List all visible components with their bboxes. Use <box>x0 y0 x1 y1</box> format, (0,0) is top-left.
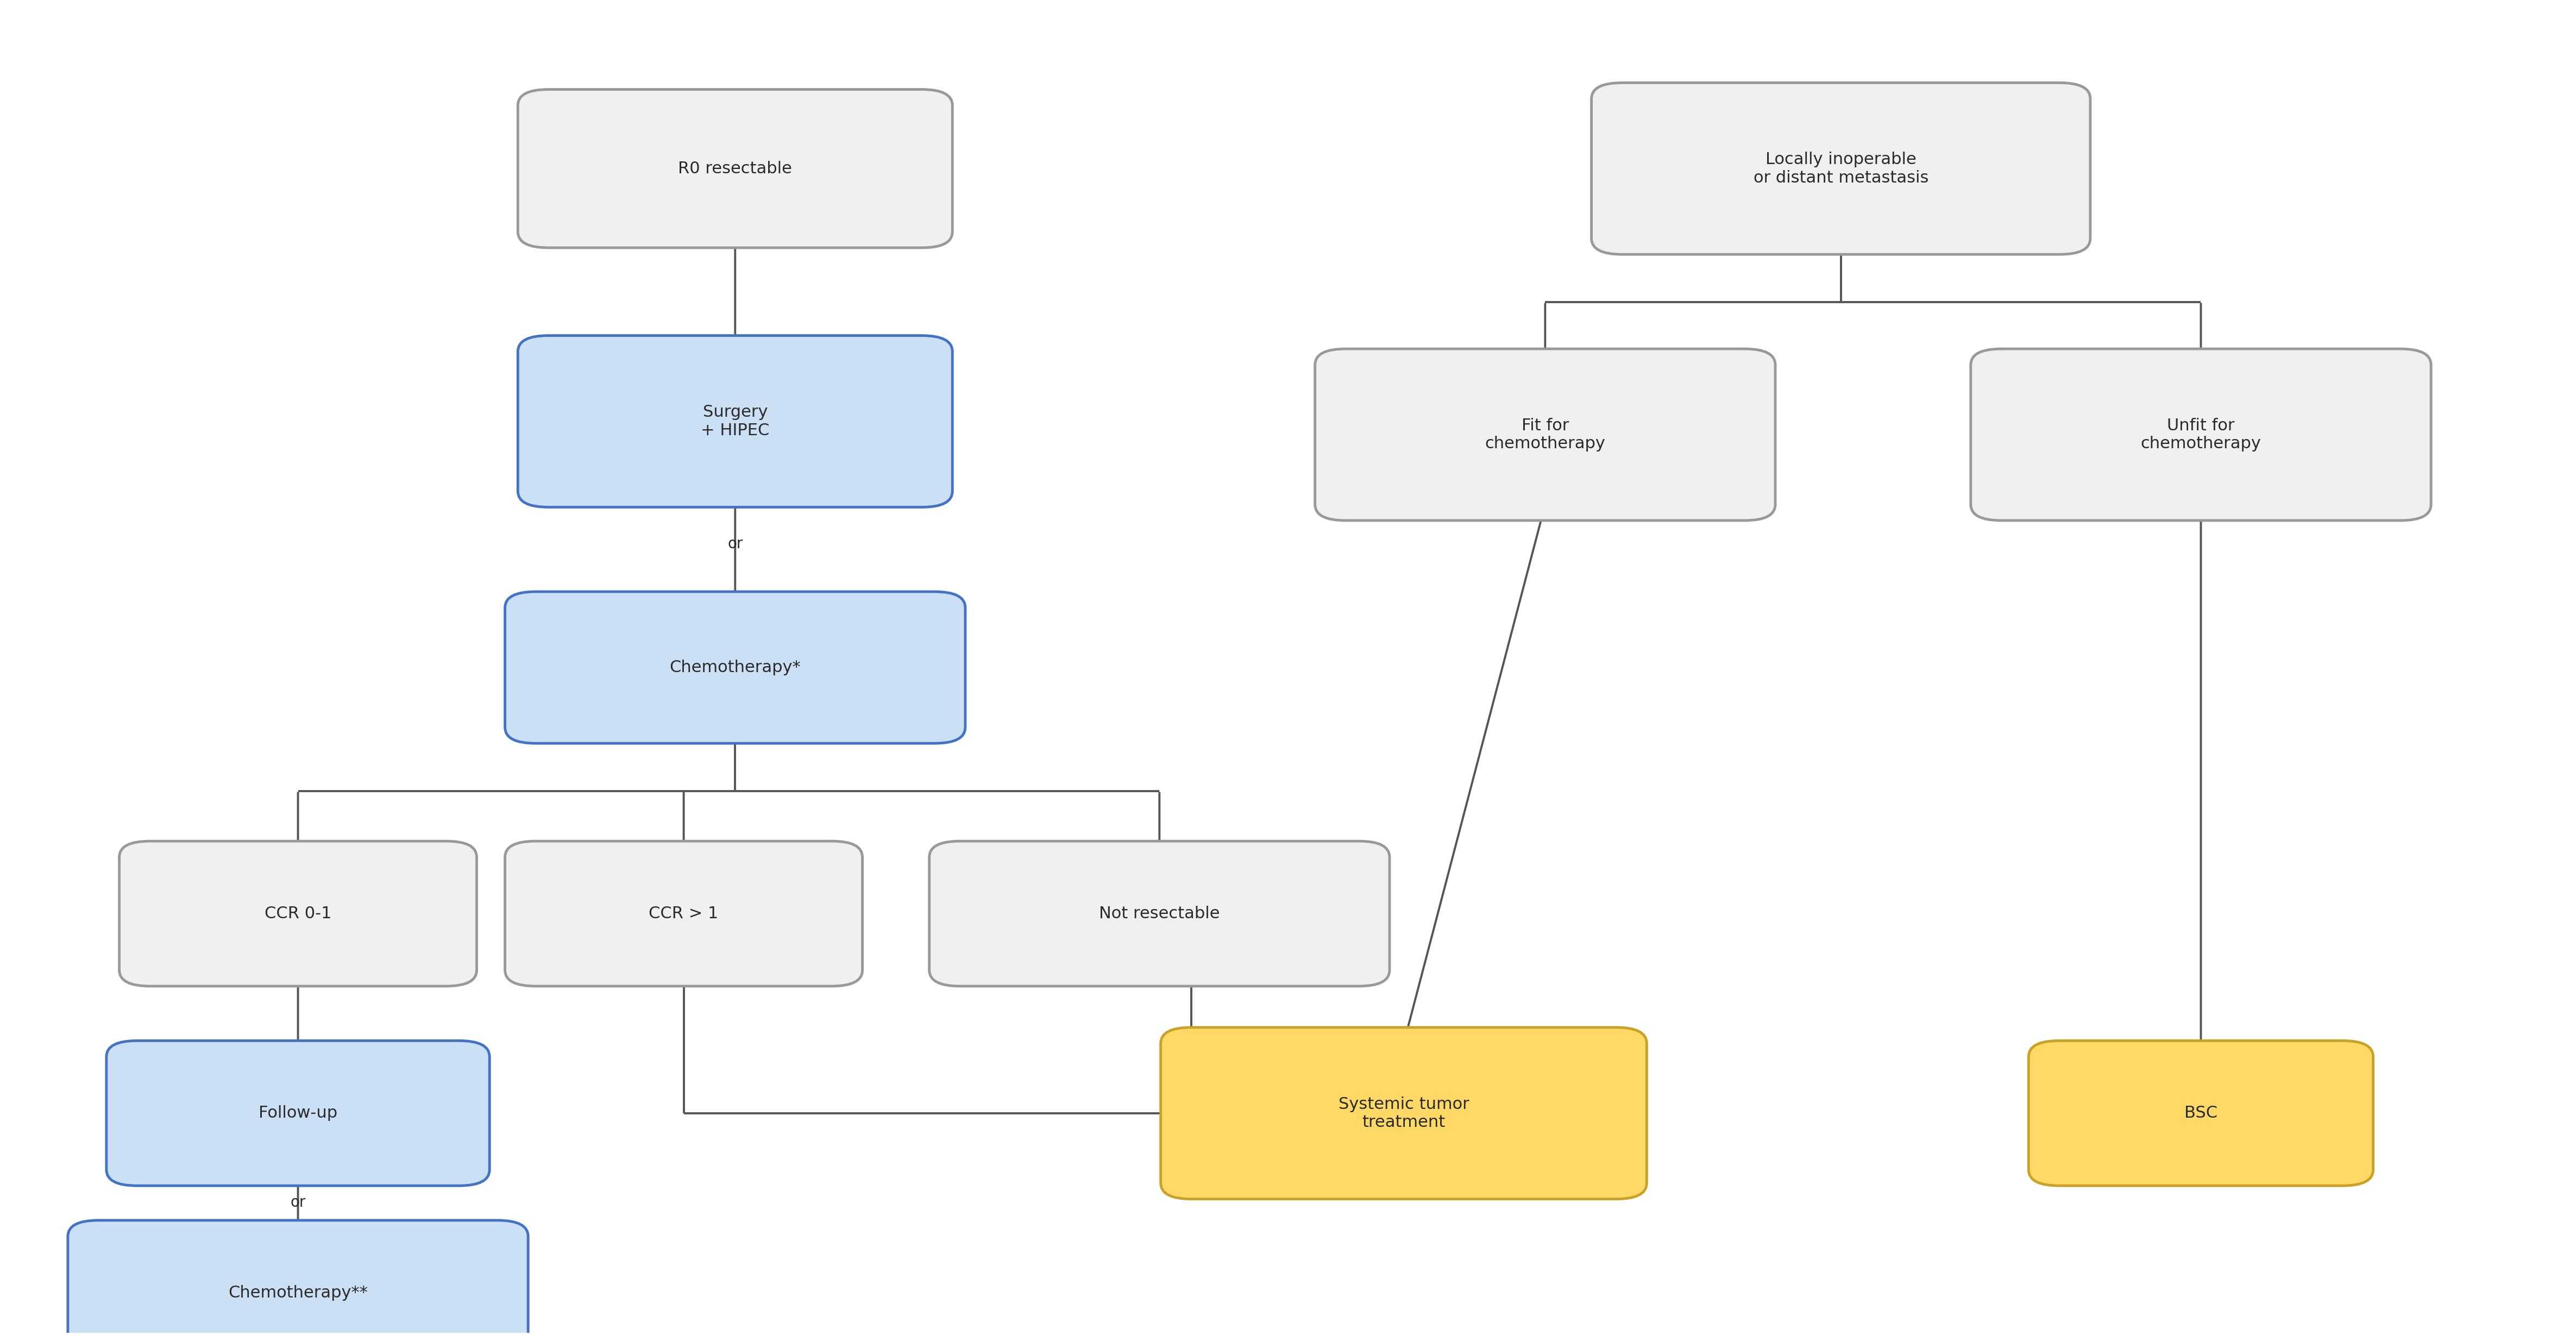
Text: Locally inoperable
or distant metastasis: Locally inoperable or distant metastasis <box>1754 152 1929 186</box>
FancyBboxPatch shape <box>930 841 1388 987</box>
FancyBboxPatch shape <box>1592 83 2089 255</box>
FancyBboxPatch shape <box>518 89 953 248</box>
FancyBboxPatch shape <box>106 1041 489 1185</box>
Text: or: or <box>291 1195 307 1210</box>
Text: BSC: BSC <box>2184 1105 2218 1121</box>
FancyBboxPatch shape <box>518 335 953 507</box>
Text: CCR 0-1: CCR 0-1 <box>265 905 332 921</box>
Text: Fit for
chemotherapy: Fit for chemotherapy <box>1484 418 1605 451</box>
Text: CCR > 1: CCR > 1 <box>649 905 719 921</box>
FancyBboxPatch shape <box>1314 348 1775 521</box>
FancyBboxPatch shape <box>2027 1041 2372 1185</box>
Text: Chemotherapy**: Chemotherapy** <box>229 1286 368 1300</box>
Text: Not resectable: Not resectable <box>1100 905 1221 921</box>
FancyBboxPatch shape <box>118 841 477 987</box>
Text: Surgery
+ HIPEC: Surgery + HIPEC <box>701 405 770 438</box>
Text: Systemic tumor
treatment: Systemic tumor treatment <box>1340 1096 1468 1131</box>
Text: Chemotherapy*: Chemotherapy* <box>670 659 801 676</box>
Text: Unfit for
chemotherapy: Unfit for chemotherapy <box>2141 418 2262 451</box>
FancyBboxPatch shape <box>505 841 863 987</box>
FancyBboxPatch shape <box>1162 1028 1646 1199</box>
Text: or: or <box>726 537 742 551</box>
Text: Follow-up: Follow-up <box>258 1105 337 1121</box>
FancyBboxPatch shape <box>505 591 966 744</box>
FancyBboxPatch shape <box>67 1220 528 1335</box>
Text: R0 resectable: R0 resectable <box>677 160 793 176</box>
FancyBboxPatch shape <box>1971 348 2432 521</box>
